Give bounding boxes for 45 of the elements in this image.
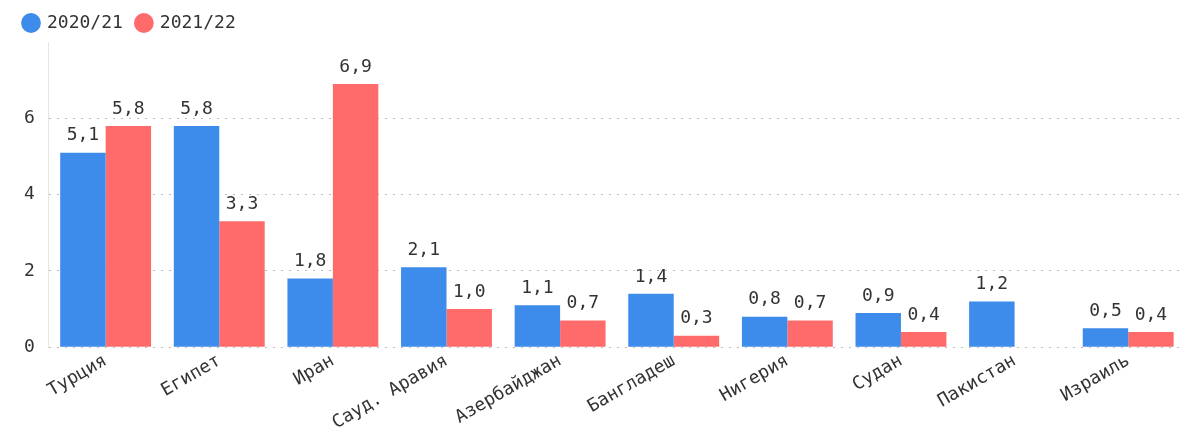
legend-label: 2020/21 bbox=[47, 10, 123, 32]
data-label: 2,1 bbox=[407, 237, 441, 259]
bar bbox=[673, 335, 720, 347]
data-label: 0,4 bbox=[907, 302, 940, 324]
data-label: 1,1 bbox=[521, 275, 554, 297]
data-label: 0,5 bbox=[1089, 298, 1122, 320]
bar bbox=[60, 152, 106, 347]
y-tick-label: 0 bbox=[23, 334, 35, 356]
bar bbox=[787, 320, 833, 347]
data-label: 3,3 bbox=[225, 192, 259, 214]
bar bbox=[332, 83, 379, 347]
bar bbox=[1128, 332, 1174, 347]
data-label: 5,1 bbox=[66, 123, 100, 145]
bar bbox=[900, 332, 947, 347]
bar bbox=[105, 125, 152, 347]
y-tick-label: 2 bbox=[23, 258, 35, 280]
bar bbox=[560, 320, 606, 347]
bar bbox=[287, 278, 333, 347]
data-label: 0,9 bbox=[861, 283, 895, 305]
bar bbox=[219, 221, 265, 347]
data-label: 0,8 bbox=[748, 287, 781, 309]
bar bbox=[446, 309, 492, 347]
data-label: 5,8 bbox=[180, 96, 213, 118]
x-tick-label: Иран bbox=[289, 348, 338, 389]
bar bbox=[514, 305, 561, 347]
y-tick-label: 6 bbox=[23, 105, 35, 127]
bar bbox=[741, 316, 788, 347]
data-label: 0,7 bbox=[793, 291, 827, 313]
data-label: 1,4 bbox=[634, 264, 668, 286]
data-label: 1,2 bbox=[975, 272, 1009, 294]
data-label: 0,3 bbox=[680, 306, 713, 328]
data-label: 0,7 bbox=[566, 291, 600, 313]
bar bbox=[855, 312, 901, 347]
y-tick-label: 4 bbox=[23, 182, 35, 204]
data-label: 1,0 bbox=[452, 279, 486, 301]
bar bbox=[1082, 328, 1129, 347]
bar bbox=[628, 293, 674, 347]
data-label: 0,4 bbox=[1134, 302, 1168, 324]
bar bbox=[173, 125, 220, 347]
bar bbox=[401, 267, 447, 347]
bar bbox=[969, 301, 1015, 347]
data-label: 1,8 bbox=[293, 249, 327, 271]
legend-label: 2021/22 bbox=[159, 10, 236, 32]
data-label: 6,9 bbox=[339, 54, 372, 76]
data-label: 5,8 bbox=[112, 96, 145, 118]
